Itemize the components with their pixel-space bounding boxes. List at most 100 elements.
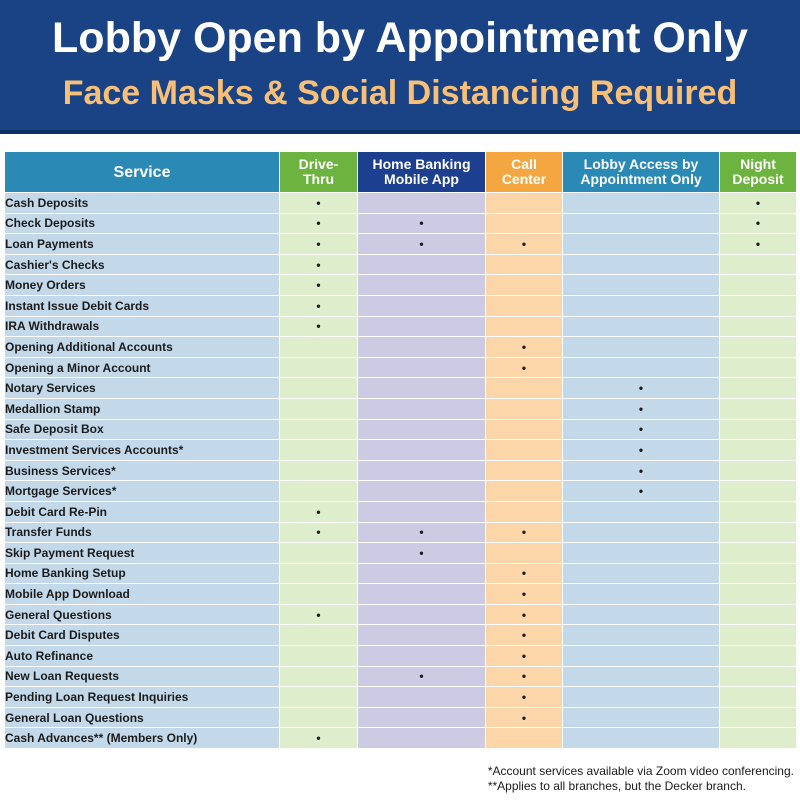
table-row: General Questions • • xyxy=(4,603,797,626)
availability-cell: • xyxy=(279,315,358,338)
availability-cell: • xyxy=(279,233,358,255)
availability-dot: • xyxy=(419,545,424,560)
availability-cell xyxy=(357,253,486,276)
availability-cell: • xyxy=(562,397,720,420)
service-name: Money Orders xyxy=(4,274,280,296)
availability-cell xyxy=(279,356,358,379)
table-row: IRA Withdrawals • xyxy=(4,315,797,338)
availability-dot: • xyxy=(521,339,527,354)
availability-cell xyxy=(719,603,797,626)
availability-cell xyxy=(719,480,797,502)
availability-cell xyxy=(719,439,797,461)
availability-cell xyxy=(357,377,486,399)
availability-dot: • xyxy=(316,236,321,251)
availability-cell xyxy=(485,294,563,317)
table-body: Cash Deposits • • Check Deposits • • • Loan Pay… xyxy=(4,192,797,750)
service-name: General Loan Questions xyxy=(4,706,280,729)
service-name: Debit Card Re-Pin xyxy=(4,500,280,523)
table-row: Opening Additional Accounts • xyxy=(4,336,797,358)
availability-cell xyxy=(357,459,486,482)
service-name: Check Deposits xyxy=(4,212,280,235)
availability-dot: • xyxy=(638,484,644,499)
availability-cell: • xyxy=(485,624,563,647)
table-header-row: Service Drive- Thru Home Banking Mobile App C… xyxy=(4,151,797,193)
service-name: Business Services* xyxy=(4,459,280,482)
availability-cell: • xyxy=(485,583,563,605)
table-row: Notary Services • xyxy=(4,377,797,399)
table-row: General Loan Questions • xyxy=(4,706,797,729)
table-row: Check Deposits • • • xyxy=(4,212,797,235)
availability-cell xyxy=(357,274,486,296)
availability-cell: • xyxy=(279,521,358,544)
availability-cell xyxy=(485,397,563,420)
availability-cell: • xyxy=(485,562,563,585)
availability-cell xyxy=(485,480,563,502)
availability-dot: • xyxy=(419,236,424,251)
availability-dot: • xyxy=(521,525,527,540)
page-subtitle: Face Masks & Social Distancing Required xyxy=(62,74,738,112)
service-name: Skip Payment Request xyxy=(4,542,280,564)
availability-cell xyxy=(719,706,797,729)
availability-dot: • xyxy=(316,257,321,272)
availability-cell xyxy=(357,336,486,358)
availability-cell: • xyxy=(562,480,720,502)
column-header-service: Service xyxy=(4,151,280,193)
availability-cell xyxy=(279,439,358,461)
availability-dot: • xyxy=(638,401,644,416)
availability-cell xyxy=(485,418,563,441)
service-name: Notary Services xyxy=(4,377,280,399)
service-name: Transfer Funds xyxy=(4,521,280,544)
table-row: Home Banking Setup • xyxy=(4,562,797,585)
table-row: Mortgage Services* • xyxy=(4,480,797,502)
availability-cell xyxy=(719,521,797,544)
availability-dot: • xyxy=(521,710,527,725)
table-row: Money Orders • xyxy=(4,274,797,296)
table-row: Debit Card Disputes • xyxy=(4,624,797,647)
availability-cell xyxy=(719,542,797,564)
availability-cell xyxy=(719,645,797,667)
availability-cell xyxy=(562,706,720,729)
availability-cell xyxy=(562,315,720,338)
availability-cell: • xyxy=(719,212,797,235)
table-row: New Loan Requests • • xyxy=(4,665,797,688)
availability-dot: • xyxy=(419,216,424,231)
column-header-3: Call Center xyxy=(485,151,563,193)
availability-cell: • xyxy=(562,459,720,482)
table-row: Pending Loan Request Inquiries • xyxy=(4,686,797,708)
availability-dot: • xyxy=(316,298,321,313)
availability-dot: • xyxy=(755,195,761,210)
availability-dot: • xyxy=(521,587,527,602)
availability-cell xyxy=(562,727,720,750)
table-row: Debit Card Re-Pin • xyxy=(4,500,797,523)
availability-cell xyxy=(719,274,797,296)
availability-cell: • xyxy=(357,212,486,235)
availability-cell: • xyxy=(719,233,797,255)
column-header-2: Home Banking Mobile App xyxy=(357,151,486,193)
availability-dot: • xyxy=(755,216,761,231)
availability-dot: • xyxy=(638,463,644,478)
availability-cell xyxy=(485,459,563,482)
availability-cell xyxy=(562,645,720,667)
availability-cell xyxy=(279,706,358,729)
service-name: Investment Services Accounts* xyxy=(4,439,280,461)
availability-cell xyxy=(357,192,486,214)
footnote-zoom: *Account services available via Zoom vid… xyxy=(487,764,794,778)
availability-cell xyxy=(279,542,358,564)
service-name: Mobile App Download xyxy=(4,583,280,605)
availability-cell xyxy=(279,418,358,441)
availability-cell xyxy=(357,686,486,708)
table-row: Auto Refinance • xyxy=(4,645,797,667)
footnotes: *Account services available via Zoom vid… xyxy=(488,764,794,794)
availability-dot: • xyxy=(419,669,424,684)
availability-cell xyxy=(485,542,563,564)
availability-dot: • xyxy=(316,216,321,231)
service-name: General Questions xyxy=(4,603,280,626)
availability-cell xyxy=(562,212,720,235)
availability-cell xyxy=(562,562,720,585)
availability-cell xyxy=(279,686,358,708)
availability-cell: • xyxy=(562,377,720,399)
availability-cell xyxy=(485,192,563,214)
availability-dot: • xyxy=(521,669,527,684)
availability-cell xyxy=(279,583,358,605)
availability-cell xyxy=(357,500,486,523)
